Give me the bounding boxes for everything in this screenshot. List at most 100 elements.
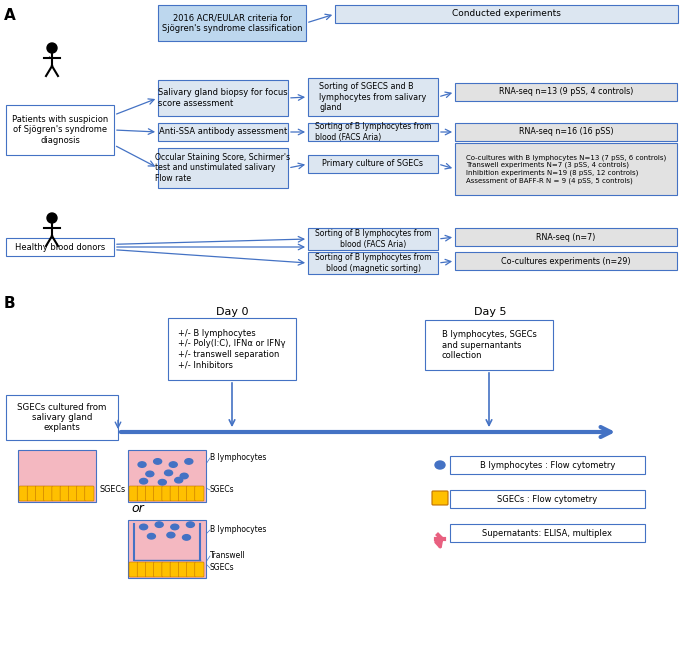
Ellipse shape xyxy=(164,470,173,476)
FancyBboxPatch shape xyxy=(425,320,553,370)
FancyBboxPatch shape xyxy=(455,123,677,141)
FancyBboxPatch shape xyxy=(158,123,288,141)
FancyBboxPatch shape xyxy=(128,450,206,502)
FancyBboxPatch shape xyxy=(137,562,147,577)
Ellipse shape xyxy=(155,522,163,527)
Ellipse shape xyxy=(153,458,162,464)
Ellipse shape xyxy=(435,461,445,469)
Text: Patients with suspicion
of Sjögren's syndrome
diagnosis: Patients with suspicion of Sjögren's syn… xyxy=(12,115,108,145)
Text: Conducted experiments: Conducted experiments xyxy=(452,10,561,18)
Ellipse shape xyxy=(171,524,179,530)
Text: 2016 ACR/EULAR criteria for
Sjögren's syndrome classification: 2016 ACR/EULAR criteria for Sjögren's sy… xyxy=(162,13,302,33)
Ellipse shape xyxy=(158,479,166,485)
FancyBboxPatch shape xyxy=(60,486,69,501)
Ellipse shape xyxy=(175,477,183,483)
Text: Occular Staining Score, Schirmer's
test and unstimulated salivary
Flow rate: Occular Staining Score, Schirmer's test … xyxy=(155,153,290,183)
FancyBboxPatch shape xyxy=(6,105,114,155)
FancyBboxPatch shape xyxy=(158,80,288,116)
FancyBboxPatch shape xyxy=(158,5,306,41)
Text: Primary culture of SGECs: Primary culture of SGECs xyxy=(323,160,424,168)
Circle shape xyxy=(47,213,57,223)
FancyBboxPatch shape xyxy=(137,486,147,501)
Ellipse shape xyxy=(140,524,148,530)
Text: ✦: ✦ xyxy=(48,56,52,60)
Text: B lymphocytes : Flow cytometry: B lymphocytes : Flow cytometry xyxy=(480,460,615,470)
FancyBboxPatch shape xyxy=(168,318,296,380)
FancyBboxPatch shape xyxy=(178,562,188,577)
FancyBboxPatch shape xyxy=(455,252,677,270)
FancyBboxPatch shape xyxy=(145,562,155,577)
Text: Co-cultures experiments (n=29): Co-cultures experiments (n=29) xyxy=(501,257,631,265)
FancyBboxPatch shape xyxy=(43,486,53,501)
FancyBboxPatch shape xyxy=(455,228,677,246)
Text: Sorting of B lymphocytes from
blood (FACS Aria): Sorting of B lymphocytes from blood (FAC… xyxy=(314,229,431,249)
Text: SGECs: SGECs xyxy=(210,485,235,495)
Text: Day 5: Day 5 xyxy=(474,307,506,317)
Text: +/- B lymphocytes
+/- Poly(I:C), IFNα or IFNγ
+/- transwell separation
+/- Inhib: +/- B lymphocytes +/- Poly(I:C), IFNα or… xyxy=(178,329,286,369)
FancyBboxPatch shape xyxy=(455,83,677,101)
FancyBboxPatch shape xyxy=(308,123,438,141)
FancyBboxPatch shape xyxy=(52,486,61,501)
FancyBboxPatch shape xyxy=(85,486,94,501)
Text: Anti-SSA antibody assessment: Anti-SSA antibody assessment xyxy=(159,128,287,136)
FancyBboxPatch shape xyxy=(145,486,155,501)
FancyBboxPatch shape xyxy=(6,238,114,256)
Text: Sorting of B lymphocytes from
blood (FACS Aria): Sorting of B lymphocytes from blood (FAC… xyxy=(314,122,431,141)
FancyBboxPatch shape xyxy=(308,78,438,116)
Ellipse shape xyxy=(169,462,178,467)
Text: or: or xyxy=(131,502,144,514)
FancyBboxPatch shape xyxy=(308,228,438,250)
FancyBboxPatch shape xyxy=(128,520,206,578)
FancyBboxPatch shape xyxy=(450,456,645,474)
Text: Healthy blood donors: Healthy blood donors xyxy=(15,242,105,252)
FancyBboxPatch shape xyxy=(18,450,96,502)
FancyBboxPatch shape xyxy=(195,486,204,501)
Ellipse shape xyxy=(147,533,155,539)
FancyBboxPatch shape xyxy=(68,486,78,501)
FancyBboxPatch shape xyxy=(186,562,196,577)
FancyBboxPatch shape xyxy=(178,486,188,501)
Text: B: B xyxy=(4,296,16,311)
Text: SGECs: SGECs xyxy=(210,563,235,572)
Text: B lymphocytes: B lymphocytes xyxy=(210,453,266,462)
Text: RNA-seq n=16 (16 pSS): RNA-seq n=16 (16 pSS) xyxy=(519,128,613,136)
Ellipse shape xyxy=(140,478,148,484)
Text: Day 0: Day 0 xyxy=(216,307,248,317)
Text: SGECs : Flow cytometry: SGECs : Flow cytometry xyxy=(497,495,598,504)
Ellipse shape xyxy=(167,533,175,538)
Ellipse shape xyxy=(186,522,195,527)
Text: Supernatants: ELISA, multiplex: Supernatants: ELISA, multiplex xyxy=(482,529,612,538)
FancyBboxPatch shape xyxy=(308,155,438,173)
FancyBboxPatch shape xyxy=(308,252,438,274)
FancyBboxPatch shape xyxy=(153,486,163,501)
Ellipse shape xyxy=(180,474,188,479)
FancyBboxPatch shape xyxy=(455,143,677,195)
FancyBboxPatch shape xyxy=(129,486,138,501)
Text: Transwell: Transwell xyxy=(210,552,246,561)
Ellipse shape xyxy=(146,471,154,477)
Text: Salivary gland biopsy for focus
score assessment: Salivary gland biopsy for focus score as… xyxy=(158,88,288,107)
Text: Sorting of B lymphocytes from
blood (magnetic sorting): Sorting of B lymphocytes from blood (mag… xyxy=(314,253,431,272)
FancyBboxPatch shape xyxy=(28,486,36,501)
FancyBboxPatch shape xyxy=(195,562,204,577)
FancyBboxPatch shape xyxy=(129,562,138,577)
FancyBboxPatch shape xyxy=(158,148,288,188)
Ellipse shape xyxy=(138,462,146,467)
FancyBboxPatch shape xyxy=(186,486,196,501)
Text: Co-cultures with B lymphocytes N=13 (7 pSS, 6 controls)
Transwell experiments N=: Co-cultures with B lymphocytes N=13 (7 p… xyxy=(466,155,666,183)
FancyBboxPatch shape xyxy=(162,486,171,501)
FancyBboxPatch shape xyxy=(153,562,163,577)
FancyBboxPatch shape xyxy=(170,486,180,501)
Text: A: A xyxy=(4,8,16,23)
FancyBboxPatch shape xyxy=(36,486,45,501)
Text: RNA-seq n=13 (9 pSS, 4 controls): RNA-seq n=13 (9 pSS, 4 controls) xyxy=(499,88,633,96)
FancyBboxPatch shape xyxy=(162,562,171,577)
FancyBboxPatch shape xyxy=(432,491,448,505)
Circle shape xyxy=(47,43,57,53)
Text: SGECs: SGECs xyxy=(100,485,126,495)
Ellipse shape xyxy=(182,534,191,540)
Text: RNA-seq (n=7): RNA-seq (n=7) xyxy=(537,233,596,242)
FancyBboxPatch shape xyxy=(170,562,180,577)
Text: B lymphocytes, SGECs
and supernantants
collection: B lymphocytes, SGECs and supernantants c… xyxy=(442,330,537,360)
FancyBboxPatch shape xyxy=(450,524,645,542)
